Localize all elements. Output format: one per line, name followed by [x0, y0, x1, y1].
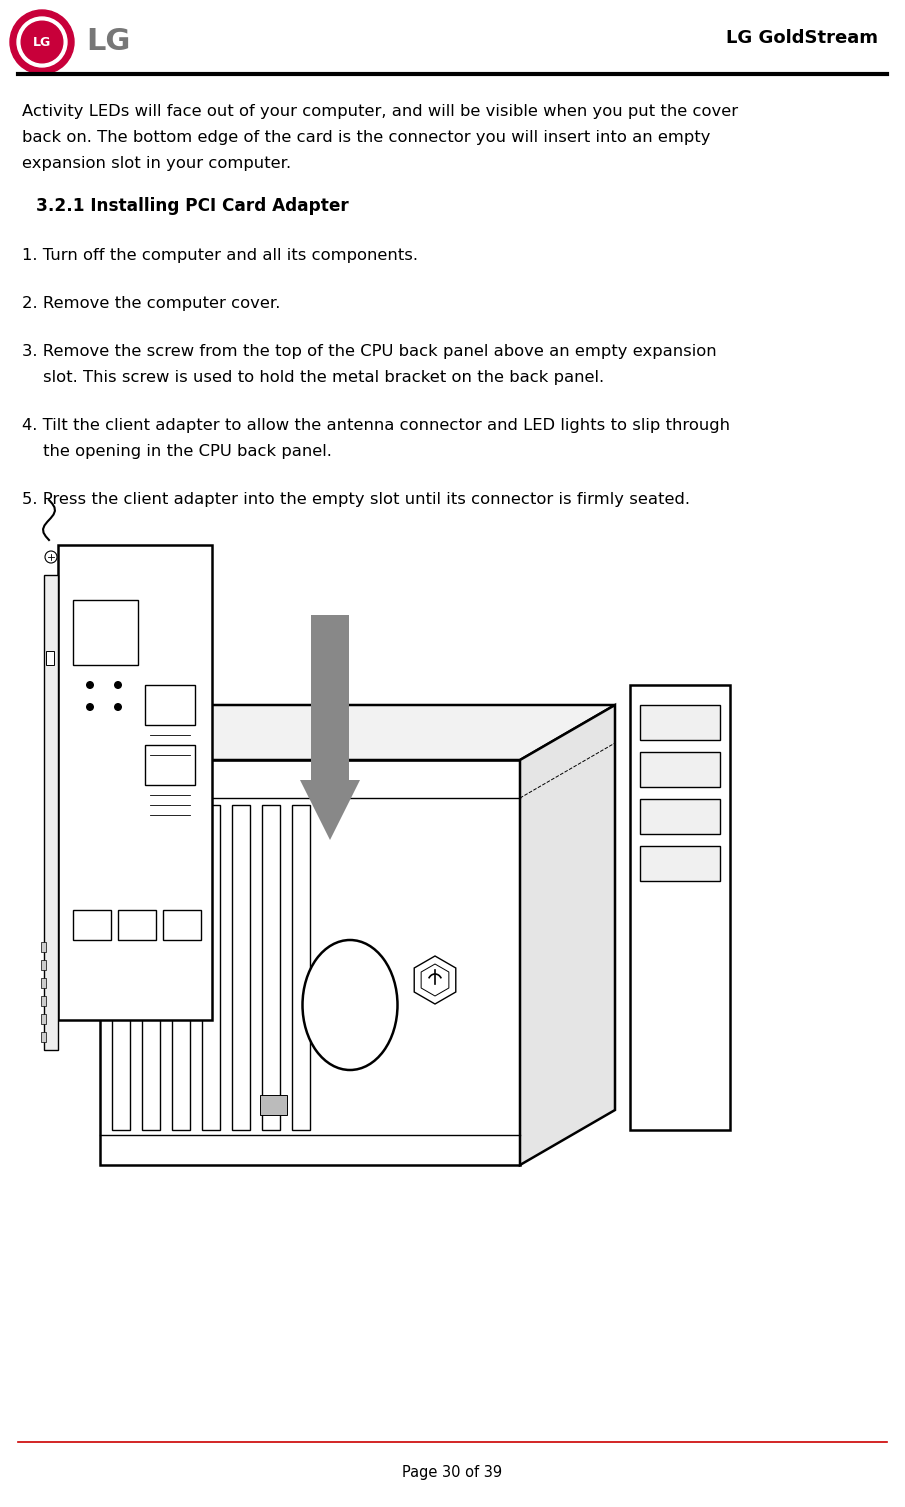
- Polygon shape: [630, 686, 730, 1130]
- Text: LG: LG: [33, 36, 51, 48]
- Bar: [640, 845, 720, 882]
- Text: 3.2.1 Installing PCI Card Adapter: 3.2.1 Installing PCI Card Adapter: [36, 197, 348, 216]
- Text: 4. Tilt the client adapter to allow the antenna connector and LED lights to slip: 4. Tilt the client adapter to allow the …: [22, 417, 730, 433]
- Bar: [262, 805, 280, 1130]
- Bar: [163, 910, 201, 940]
- Text: Page 30 of 39: Page 30 of 39: [402, 1465, 502, 1480]
- Circle shape: [86, 702, 94, 711]
- Text: back on. The bottom edge of the card is the connector you will insert into an em: back on. The bottom edge of the card is …: [22, 130, 710, 145]
- Bar: [640, 799, 720, 833]
- Bar: [112, 805, 130, 1130]
- Bar: [292, 805, 310, 1130]
- Text: LG: LG: [86, 27, 130, 56]
- Bar: [640, 705, 720, 740]
- Text: LG GoldStream: LG GoldStream: [726, 29, 878, 47]
- Text: 2. Remove the computer cover.: 2. Remove the computer cover.: [22, 295, 281, 310]
- Text: expansion slot in your computer.: expansion slot in your computer.: [22, 157, 291, 170]
- Text: 1. Turn off the computer and all its components.: 1. Turn off the computer and all its com…: [22, 249, 418, 264]
- Polygon shape: [100, 705, 615, 760]
- Circle shape: [86, 681, 94, 689]
- Bar: [202, 805, 220, 1130]
- Bar: [118, 910, 156, 940]
- Circle shape: [114, 681, 122, 689]
- Circle shape: [17, 17, 67, 66]
- Bar: [73, 600, 138, 665]
- Ellipse shape: [302, 940, 397, 1070]
- Circle shape: [45, 552, 57, 564]
- Bar: [46, 651, 54, 665]
- Bar: [41, 960, 46, 971]
- Text: 3. Remove the screw from the top of the CPU back panel above an empty expansion: 3. Remove the screw from the top of the …: [22, 344, 717, 359]
- Text: the opening in the CPU back panel.: the opening in the CPU back panel.: [22, 445, 332, 460]
- Circle shape: [10, 11, 74, 74]
- Bar: [41, 996, 46, 1007]
- Polygon shape: [58, 546, 212, 1020]
- Bar: [142, 805, 160, 1130]
- Bar: [73, 910, 111, 940]
- Bar: [640, 752, 720, 787]
- Circle shape: [114, 702, 122, 711]
- Polygon shape: [100, 760, 520, 1165]
- Bar: [41, 1032, 46, 1041]
- Bar: [232, 805, 250, 1130]
- Polygon shape: [414, 955, 456, 1004]
- Bar: [172, 805, 190, 1130]
- Polygon shape: [520, 705, 615, 1165]
- Bar: [145, 744, 195, 785]
- Bar: [145, 686, 195, 725]
- Bar: [311, 615, 349, 781]
- Bar: [260, 1096, 287, 1115]
- Circle shape: [21, 21, 62, 63]
- Text: slot. This screw is used to hold the metal bracket on the back panel.: slot. This screw is used to hold the met…: [22, 371, 605, 384]
- Text: 5. Press the client adapter into the empty slot until its connector is firmly se: 5. Press the client adapter into the emp…: [22, 491, 690, 506]
- Polygon shape: [300, 781, 360, 839]
- Bar: [41, 942, 46, 952]
- Text: Activity LEDs will face out of your computer, and will be visible when you put t: Activity LEDs will face out of your comp…: [22, 104, 738, 119]
- Polygon shape: [421, 964, 449, 996]
- Bar: [44, 576, 58, 1050]
- Bar: [41, 978, 46, 989]
- Bar: [41, 1014, 46, 1023]
